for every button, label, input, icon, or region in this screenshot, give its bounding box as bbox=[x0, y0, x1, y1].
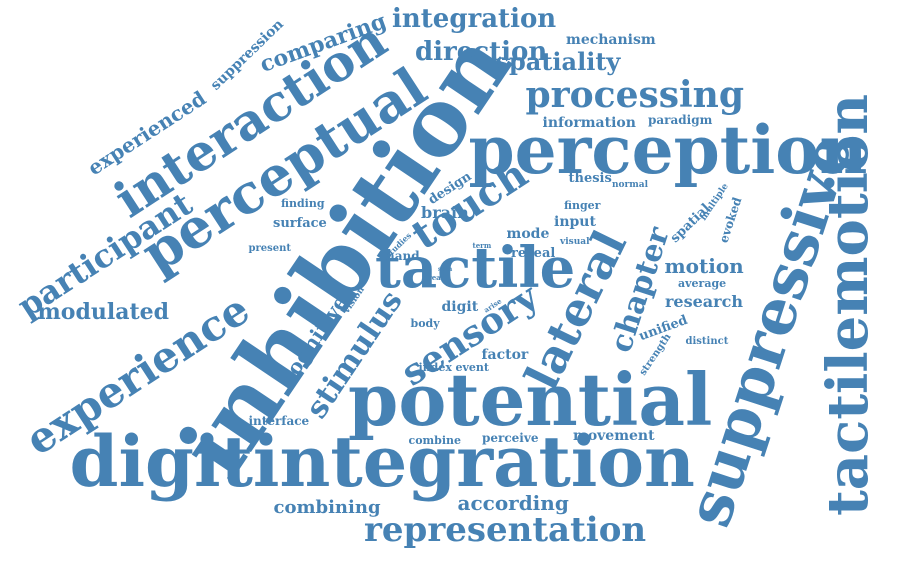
word-processing: processing bbox=[525, 74, 745, 116]
word-integration: integration bbox=[392, 4, 557, 34]
word-spatiality: spatiality bbox=[495, 47, 621, 76]
word-brain: brain bbox=[421, 203, 469, 222]
word-evoked: evoked bbox=[716, 195, 744, 245]
word-tactilemotion: tactilemotion bbox=[815, 93, 882, 517]
word-skin: skin bbox=[438, 266, 453, 273]
word-average: average bbox=[678, 276, 727, 290]
word-finding: finding bbox=[281, 196, 325, 210]
word-research: research bbox=[665, 292, 743, 311]
word-combine: combine bbox=[408, 433, 462, 447]
word-paradigm: paradigm bbox=[648, 113, 713, 127]
word-event: event bbox=[455, 360, 489, 374]
word-movement: movement bbox=[573, 428, 655, 444]
word-interface: interface bbox=[248, 414, 310, 428]
word-reveal: reveal bbox=[511, 245, 556, 261]
word-index: index bbox=[418, 360, 452, 374]
word-finger: finger bbox=[564, 198, 601, 212]
word-normal: normal bbox=[612, 179, 649, 190]
word-surface: surface bbox=[273, 215, 327, 231]
word-potential: potential bbox=[348, 357, 713, 442]
word-mode: mode bbox=[506, 226, 550, 242]
word-body: body bbox=[410, 316, 440, 330]
word-digit: digit bbox=[441, 299, 479, 315]
word-information: information bbox=[542, 115, 636, 131]
word-direction: direction bbox=[415, 37, 548, 67]
word-mechanism: mechanism bbox=[566, 32, 656, 48]
word-according: according bbox=[457, 491, 569, 515]
word-factor: factor bbox=[481, 347, 529, 363]
word-area: area bbox=[423, 272, 441, 282]
word-thesis: thesis bbox=[568, 170, 612, 186]
word-perception: perception bbox=[468, 111, 868, 189]
word-visual: visual bbox=[560, 236, 590, 247]
word-hand: hand bbox=[386, 249, 420, 263]
word-perceive: perceive bbox=[482, 431, 539, 445]
word-tactile: tactile bbox=[375, 235, 576, 301]
word-term: term bbox=[472, 240, 492, 250]
word-modulated: modulated bbox=[37, 299, 169, 325]
word-present: present bbox=[248, 243, 292, 254]
word-combining: combining bbox=[273, 497, 381, 518]
word-motion: motion bbox=[664, 254, 744, 278]
word-input: input bbox=[554, 214, 596, 230]
word-representation: representation bbox=[364, 510, 647, 550]
word-digitintegration: digitintegration bbox=[69, 420, 695, 503]
word-distinct: distinct bbox=[685, 336, 729, 347]
